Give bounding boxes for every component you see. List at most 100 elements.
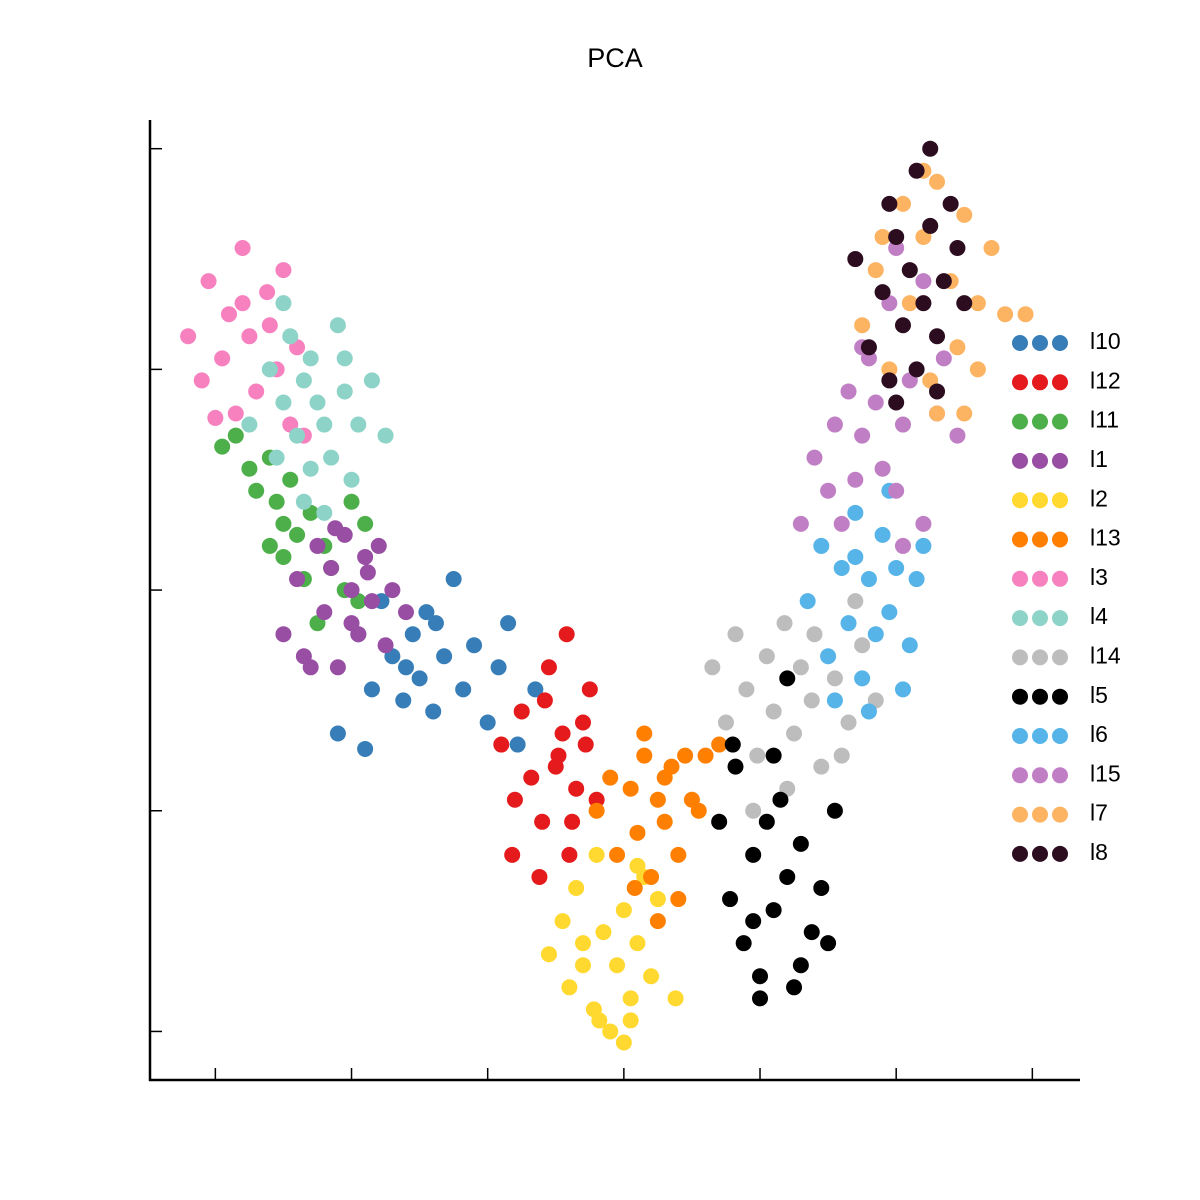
point [275, 515, 292, 532]
point [847, 593, 864, 610]
point [327, 520, 344, 537]
point [874, 284, 891, 301]
point [704, 659, 721, 676]
point [234, 295, 251, 312]
point [765, 902, 782, 919]
point [656, 769, 673, 786]
legend-marker [1032, 767, 1048, 784]
point [350, 416, 367, 433]
point [854, 637, 871, 654]
point [436, 648, 453, 665]
point [581, 681, 598, 698]
point [888, 240, 905, 256]
point [813, 880, 830, 896]
point [806, 626, 823, 643]
point [214, 350, 231, 367]
point [833, 560, 850, 576]
point [363, 372, 380, 389]
legend-label: l8 [1090, 839, 1108, 865]
legend-marker [1052, 728, 1068, 744]
legend-marker [1052, 492, 1068, 509]
point [840, 383, 857, 400]
point [397, 659, 414, 676]
point [575, 957, 592, 974]
legend-marker [1032, 335, 1048, 351]
point [220, 306, 237, 323]
point [724, 736, 741, 753]
point [1017, 306, 1034, 323]
point [935, 350, 952, 367]
point [894, 681, 911, 698]
point [929, 173, 946, 190]
point [609, 957, 626, 974]
point [357, 548, 374, 565]
point [513, 703, 530, 720]
point [241, 416, 258, 433]
point [289, 427, 306, 444]
point [749, 747, 766, 764]
point [860, 571, 877, 588]
point [649, 791, 666, 808]
point [840, 714, 857, 731]
point [786, 979, 803, 996]
point [697, 747, 714, 764]
legend-label: l3 [1090, 564, 1108, 590]
point [275, 548, 292, 565]
legend-marker [1052, 610, 1068, 627]
point [649, 891, 666, 908]
point [588, 791, 605, 808]
point [727, 758, 744, 775]
point [588, 802, 605, 819]
point [820, 935, 837, 952]
point [316, 504, 333, 521]
legend-marker [1032, 610, 1048, 627]
legend-label: l11 [1090, 407, 1119, 433]
point [867, 626, 884, 643]
point [670, 891, 687, 908]
legend-label: l4 [1090, 603, 1108, 629]
point [536, 692, 553, 709]
legend-marker [1012, 649, 1028, 666]
point [826, 802, 843, 819]
point [227, 427, 244, 444]
point [711, 736, 728, 753]
point [969, 361, 986, 378]
point [282, 328, 299, 345]
point [248, 482, 265, 499]
point [643, 968, 660, 985]
point [309, 394, 326, 411]
point [745, 846, 762, 863]
point [888, 482, 905, 499]
point [888, 560, 905, 576]
point [874, 460, 891, 477]
legend-marker [1012, 374, 1028, 391]
point [248, 383, 265, 400]
legend-marker [1032, 374, 1048, 391]
point [656, 813, 673, 830]
point [901, 262, 918, 279]
point [479, 714, 496, 731]
point [558, 626, 575, 643]
point [629, 824, 646, 841]
point [622, 780, 639, 797]
point [854, 317, 871, 334]
point [820, 482, 837, 499]
point [357, 515, 374, 532]
point [384, 582, 401, 599]
point [874, 228, 891, 245]
point [268, 449, 285, 466]
point [860, 703, 877, 720]
legend-marker [1052, 806, 1068, 823]
point [908, 162, 925, 179]
point [969, 295, 986, 312]
point [602, 769, 619, 786]
point [826, 416, 843, 433]
point [241, 328, 258, 345]
point [847, 504, 864, 521]
point [735, 935, 752, 952]
legend-marker [1012, 335, 1028, 351]
point [847, 471, 864, 488]
point [261, 537, 278, 554]
point [874, 526, 891, 543]
